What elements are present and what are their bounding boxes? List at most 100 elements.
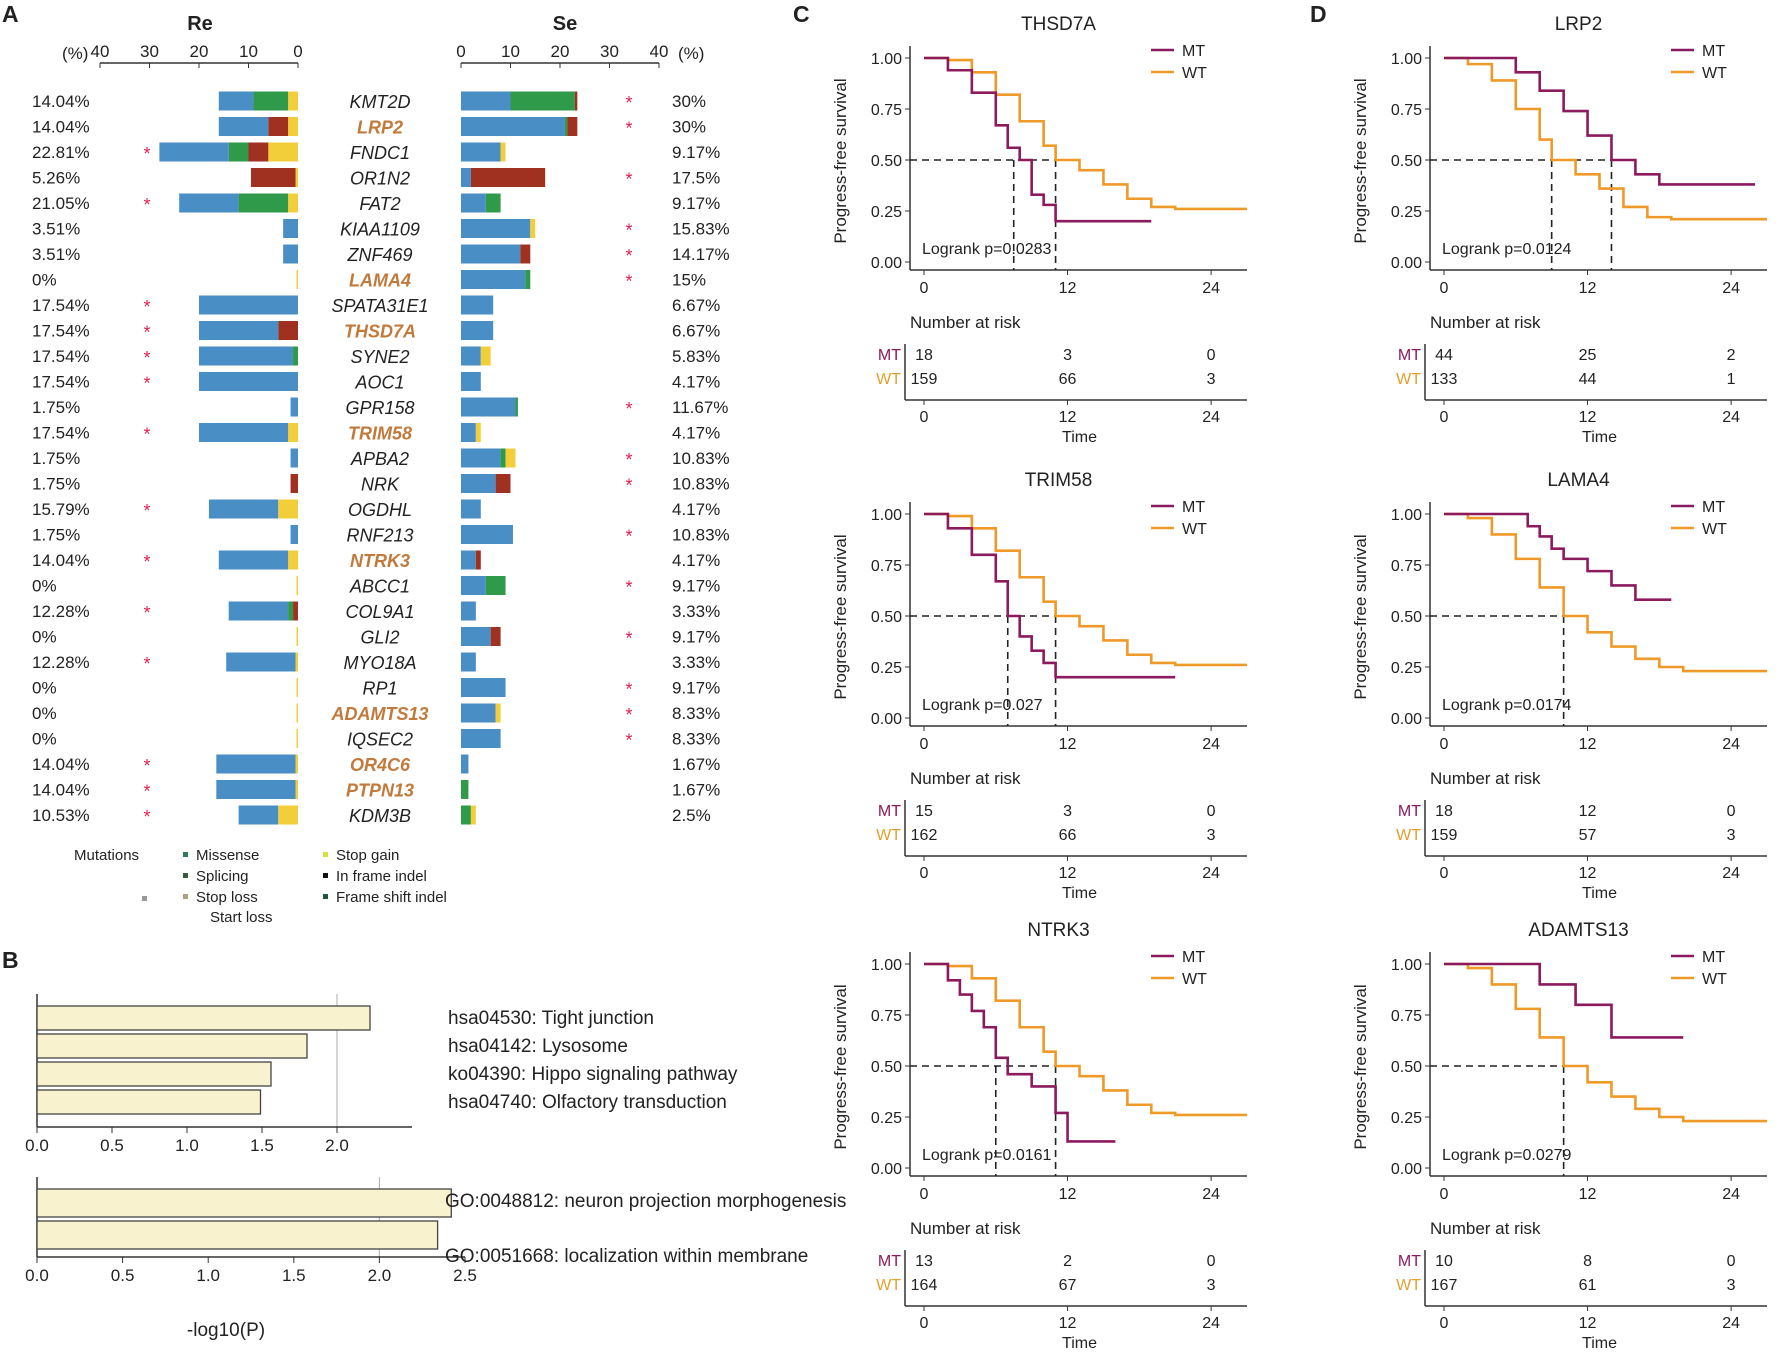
km-x-tick-label: 0 (1440, 1186, 1449, 1203)
gene-label: AOC1 (354, 373, 404, 393)
se-percent-label: 9.17% (672, 577, 720, 596)
legend-item-label: Start loss (210, 909, 273, 926)
se-percent-label: 15% (672, 271, 706, 290)
risk-row-label-mt: MT (878, 803, 901, 820)
re-bar-segment (295, 780, 298, 799)
se-percent-label: 1.67% (672, 755, 720, 774)
risk-count: 44 (1579, 371, 1597, 388)
se-percent-label: 10.83% (672, 449, 730, 468)
x-tick-label: 2.5 (453, 1266, 477, 1285)
re-bar-segment (295, 652, 298, 672)
km-x-tick-label: 12 (1579, 1186, 1597, 1203)
km-y-tick-label: 0.00 (1391, 1161, 1422, 1178)
re-significance-star: * (143, 807, 150, 827)
se-bar-segment (461, 244, 521, 264)
x-tick-label: 0.0 (25, 1136, 49, 1155)
km-y-axis-title: Progress-free survival (831, 984, 850, 1149)
risk-x-tick-label: 12 (1579, 865, 1597, 882)
km-risk-title: Number at risk (910, 313, 1021, 332)
km-y-tick-label: 0.75 (871, 558, 902, 575)
km-y-axis-title: Progress-free survival (831, 78, 850, 243)
km-y-tick-label: 1.00 (1391, 507, 1422, 524)
panel-a-mutation-chart: Re Se (%) (%) 40 30 20 10 0 0 10 20 30 40 14.04% KM… (32, 13, 730, 926)
re-bar-segment (278, 805, 298, 825)
se-bar-segment (461, 193, 486, 213)
highlighted-gene-label: OR4C6 (350, 755, 411, 775)
km-y-axis-title: Progress-free survival (831, 534, 850, 699)
risk-row-label-mt: MT (1398, 803, 1421, 820)
se-bar-segment (461, 397, 516, 417)
x-tick-label: 0.0 (25, 1266, 49, 1285)
km-legend-wt: WT (1702, 65, 1727, 82)
risk-x-tick-label: 0 (1440, 865, 1449, 882)
km-y-tick-label: 1.00 (1391, 51, 1422, 68)
gene-label: RP1 (362, 679, 397, 699)
kegg-term-label: hsa04740: Olfactory transduction (448, 1092, 727, 1113)
left-axis-tick-label: 10 (239, 42, 258, 61)
enrichment-bar (36, 1188, 452, 1218)
re-percent-label: 0% (32, 628, 57, 647)
re-bar-segment (288, 550, 298, 570)
se-bar-segment (461, 372, 481, 391)
risk-count: 2 (1727, 347, 1736, 364)
left-axis-unit: (%) (62, 44, 88, 63)
km-curve-wt (1444, 512, 1767, 673)
km-y-tick-label: 0.75 (871, 1008, 902, 1025)
gene-label: KIAA1109 (340, 220, 420, 240)
x-tick-label: 1.5 (282, 1266, 306, 1285)
gene-label: NRK (361, 475, 400, 495)
enrichment-bar (36, 1061, 272, 1087)
enrichment-bar (36, 1220, 439, 1250)
right-axis-tick-label: 30 (600, 42, 619, 61)
risk-row-label-wt: WT (876, 827, 901, 844)
se-bar-segment (470, 168, 546, 187)
se-significance-star: * (625, 399, 632, 419)
risk-x-tick-label: 24 (1202, 409, 1220, 426)
legend-swatch (183, 852, 188, 857)
re-bar-segment (250, 168, 296, 187)
re-percent-label: 14.04% (32, 118, 90, 137)
legend-item-label: Frame shift indel (336, 889, 447, 906)
risk-count: 3 (1727, 1277, 1736, 1294)
re-significance-star: * (143, 425, 150, 445)
re-bar-segment (293, 346, 298, 366)
km-y-tick-label: 0.50 (1391, 609, 1422, 626)
re-bar-segment (228, 601, 289, 621)
se-bar-segment (485, 576, 506, 595)
se-bar-segment (461, 550, 476, 570)
km-legend-wt: WT (1182, 971, 1207, 988)
risk-count: 66 (1059, 827, 1077, 844)
se-bar-segment (461, 780, 469, 799)
km-y-tick-label: 0.50 (871, 1059, 902, 1076)
se-bar-segment (461, 117, 565, 136)
risk-count: 2 (1063, 1253, 1072, 1270)
x-tick-label: 2.0 (325, 1136, 349, 1155)
risk-x-tick-label: 12 (1059, 865, 1077, 882)
risk-count: 3 (1063, 347, 1072, 364)
se-bar-segment (475, 550, 481, 570)
risk-row-label-mt: MT (878, 347, 901, 364)
se-bar-segment (461, 652, 476, 672)
se-bar-segment (525, 270, 531, 289)
km-x-tick-label: 0 (1440, 736, 1449, 753)
se-bar-segment (461, 448, 501, 468)
km-y-axis-title: Progress-free survival (1351, 534, 1370, 699)
km-pvalue: Logrank p=0.027 (922, 697, 1043, 714)
re-percent-label: 17.54% (32, 424, 90, 443)
risk-count: 8 (1583, 1253, 1592, 1270)
se-bar-segment (495, 703, 501, 723)
se-significance-star: * (625, 450, 632, 470)
risk-count: 3 (1207, 371, 1216, 388)
risk-x-tick-label: 0 (1440, 409, 1449, 426)
se-bar-segment (461, 576, 486, 595)
risk-count: 66 (1059, 371, 1077, 388)
se-percent-label: 2.5% (672, 806, 711, 825)
km-curve-wt (924, 512, 1247, 667)
km-x-tick-label: 24 (1722, 280, 1740, 297)
se-percent-label: 8.33% (672, 704, 720, 723)
re-percent-label: 17.54% (32, 373, 90, 392)
se-bar-segment (461, 627, 491, 646)
x-tick-label: 1.5 (250, 1136, 274, 1155)
km-y-tick-label: 0.00 (1391, 255, 1422, 272)
